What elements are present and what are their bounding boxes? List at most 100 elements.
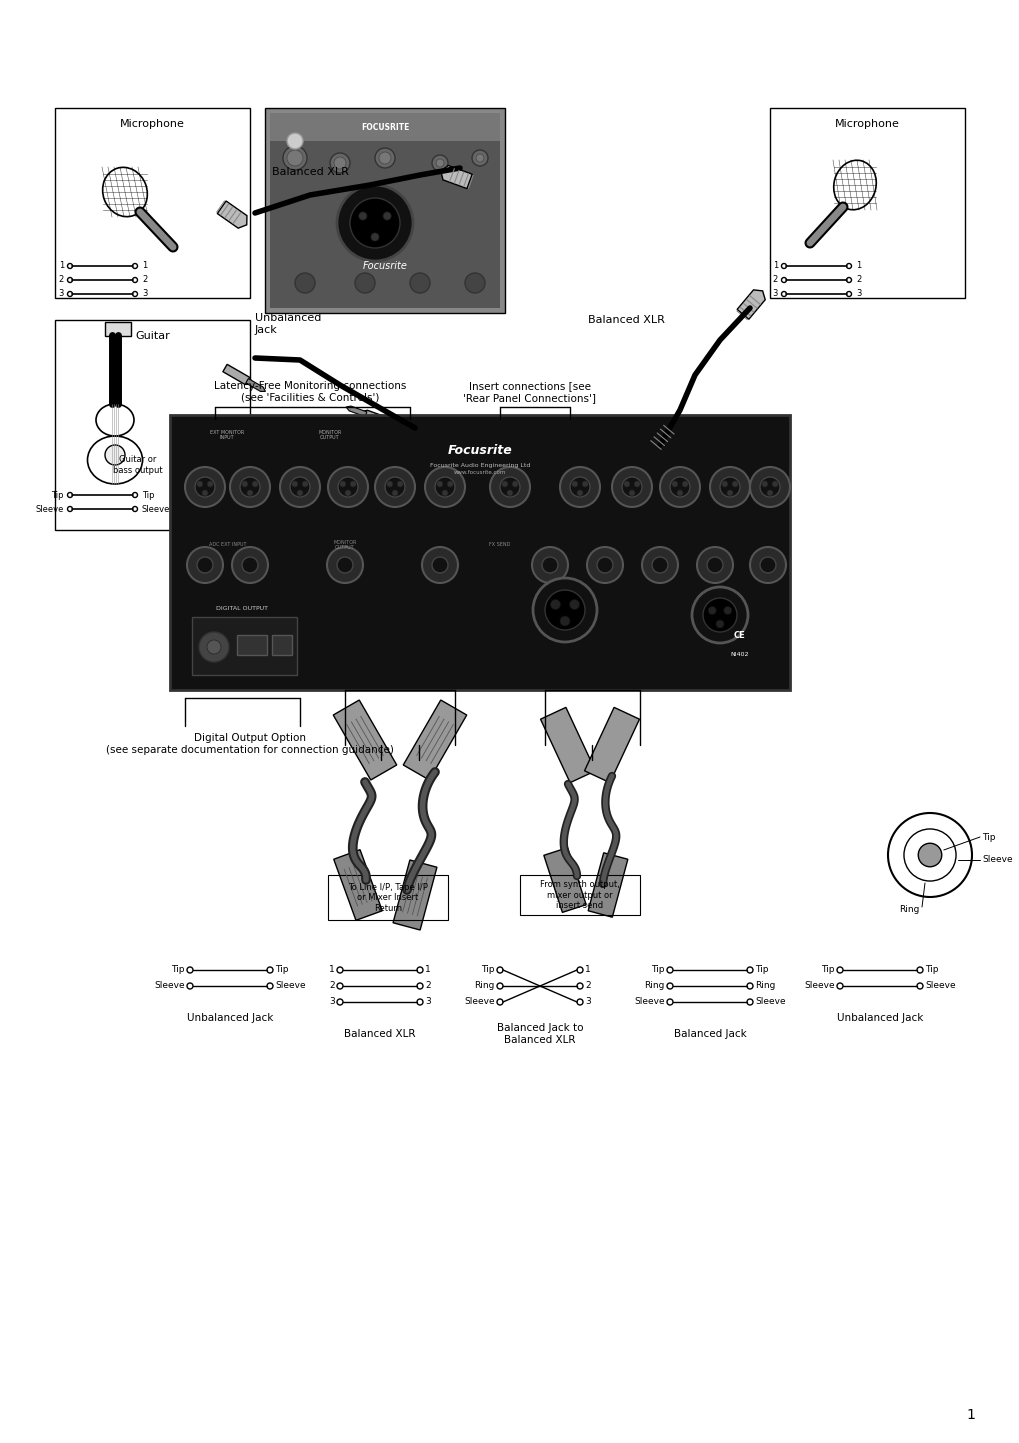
Circle shape (706, 557, 722, 573)
Circle shape (691, 587, 747, 644)
Text: 1: 1 (855, 261, 860, 270)
Circle shape (336, 999, 342, 1004)
Text: Sleeve: Sleeve (634, 997, 664, 1007)
Circle shape (559, 616, 570, 626)
Circle shape (916, 967, 922, 973)
Circle shape (195, 478, 215, 496)
Circle shape (759, 478, 780, 496)
Circle shape (544, 590, 585, 631)
Text: Focusrite: Focusrite (362, 261, 407, 271)
Circle shape (559, 468, 599, 506)
Circle shape (702, 597, 737, 632)
Circle shape (512, 481, 518, 486)
Circle shape (207, 641, 221, 654)
Text: 3: 3 (142, 290, 147, 299)
Circle shape (327, 547, 363, 583)
Circle shape (132, 264, 138, 268)
Circle shape (766, 491, 772, 496)
Text: 3: 3 (771, 290, 777, 299)
Circle shape (199, 632, 229, 662)
Circle shape (242, 557, 258, 573)
Text: 1: 1 (965, 1408, 974, 1421)
Circle shape (499, 478, 520, 496)
Circle shape (917, 843, 941, 867)
Text: Tip: Tip (820, 965, 835, 974)
Circle shape (391, 491, 397, 496)
Circle shape (267, 983, 273, 988)
Polygon shape (584, 707, 639, 782)
Text: Sleeve: Sleeve (154, 981, 184, 990)
Polygon shape (403, 700, 467, 781)
Circle shape (441, 491, 447, 496)
Circle shape (434, 478, 454, 496)
Circle shape (577, 983, 583, 988)
Polygon shape (540, 707, 595, 782)
Circle shape (496, 983, 502, 988)
Circle shape (350, 198, 399, 248)
Circle shape (533, 579, 596, 642)
Circle shape (207, 481, 213, 486)
Circle shape (446, 481, 452, 486)
Bar (270, 113, 499, 307)
Bar (105, 322, 130, 336)
Bar (55, 108, 250, 299)
Circle shape (629, 491, 635, 496)
Circle shape (611, 468, 651, 506)
Circle shape (541, 557, 557, 573)
Circle shape (282, 146, 307, 170)
Polygon shape (645, 426, 674, 455)
Circle shape (67, 506, 72, 511)
Circle shape (294, 273, 315, 293)
Text: 2: 2 (59, 276, 64, 284)
Circle shape (506, 491, 513, 496)
Circle shape (465, 273, 484, 293)
Polygon shape (345, 405, 367, 417)
Text: Microphone: Microphone (835, 118, 899, 128)
Circle shape (781, 291, 786, 296)
Circle shape (759, 557, 775, 573)
Circle shape (903, 828, 955, 882)
Polygon shape (543, 847, 586, 912)
Circle shape (723, 606, 731, 615)
Text: 2: 2 (585, 981, 590, 990)
Text: 1: 1 (425, 965, 430, 974)
Text: 2: 2 (425, 981, 430, 990)
Circle shape (472, 150, 487, 166)
Circle shape (586, 547, 623, 583)
Text: Unbalanced
Jack: Unbalanced Jack (255, 313, 321, 335)
Text: Tip: Tip (754, 965, 767, 974)
Text: Ring: Ring (644, 981, 664, 990)
Text: Sleeve: Sleeve (924, 981, 955, 990)
Circle shape (432, 557, 447, 573)
Circle shape (634, 481, 640, 486)
Circle shape (582, 481, 588, 486)
Circle shape (771, 481, 777, 486)
Text: 3: 3 (855, 290, 860, 299)
Circle shape (337, 478, 358, 496)
Text: Tip: Tip (651, 965, 664, 974)
Text: FX SEND: FX SEND (489, 543, 511, 547)
Text: 1: 1 (59, 261, 64, 270)
Circle shape (572, 481, 577, 486)
Text: NI402: NI402 (730, 652, 749, 658)
Text: Balanced XLR: Balanced XLR (272, 167, 348, 177)
Circle shape (577, 999, 583, 1004)
Circle shape (569, 599, 579, 609)
Text: Digital Output Option
(see separate documentation for connection guidance): Digital Output Option (see separate docu… (106, 733, 393, 755)
Bar (265, 108, 504, 313)
Circle shape (496, 967, 502, 973)
Circle shape (436, 481, 442, 486)
Text: Unbalanced Jack: Unbalanced Jack (186, 1013, 273, 1023)
Circle shape (297, 491, 303, 496)
Circle shape (375, 468, 415, 506)
Text: Insert connections [see
'Rear Panel Connections']: Insert connections [see 'Rear Panel Conn… (463, 381, 596, 403)
Text: Tip: Tip (275, 965, 288, 974)
Circle shape (659, 468, 699, 506)
Circle shape (186, 983, 193, 988)
Text: MONITOR
OUTPUT: MONITOR OUTPUT (318, 430, 341, 440)
Circle shape (252, 481, 258, 486)
Text: Tip: Tip (142, 491, 154, 499)
Circle shape (280, 468, 320, 506)
Polygon shape (588, 853, 628, 918)
Circle shape (105, 444, 125, 465)
